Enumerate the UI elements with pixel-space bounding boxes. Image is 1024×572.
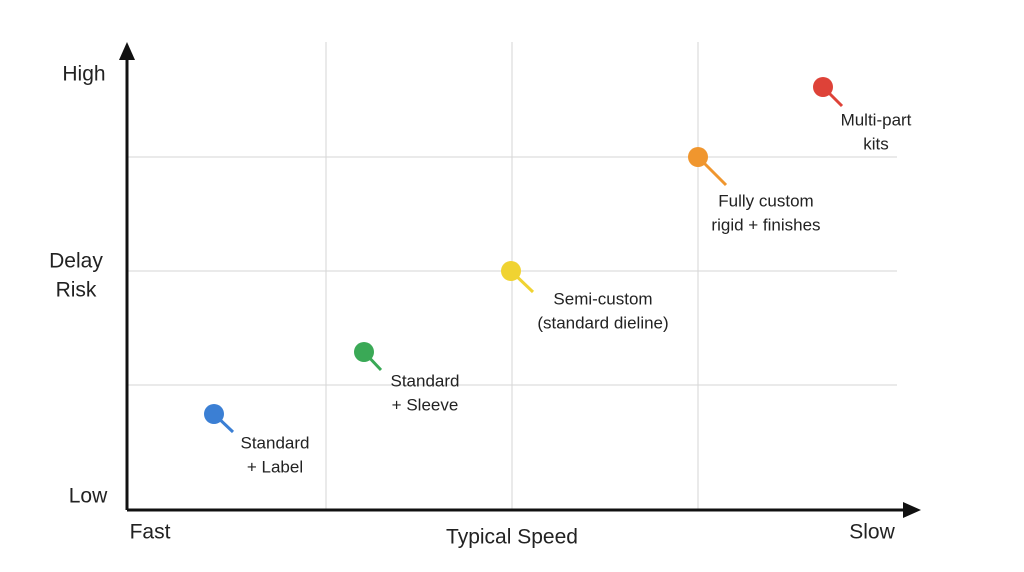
point-label: Semi-custom [553, 289, 652, 308]
y-arrow [119, 42, 135, 60]
point-label: Multi-part [841, 110, 912, 129]
x-title: Typical Speed [446, 526, 578, 549]
point [813, 77, 833, 97]
axes [119, 42, 921, 518]
point [354, 342, 374, 362]
y-low-label: Low [69, 485, 108, 508]
point-label: Standard [391, 371, 460, 390]
point-group: Standard + Label [204, 404, 310, 476]
point-label: kits [863, 134, 889, 153]
point-label: + Label [247, 457, 303, 476]
point-group: Semi-custom (standard dieline) [501, 261, 669, 332]
point-label: (standard dieline) [537, 313, 668, 332]
point-label: + Sleeve [392, 395, 459, 414]
y-title: Delay [49, 250, 103, 273]
y-title: Risk [56, 279, 97, 302]
y-high-label: High [62, 63, 105, 86]
point-group: Standard + Sleeve [354, 342, 460, 414]
point-label: Standard [241, 433, 310, 452]
point-group: Fully custom rigid + finishes [688, 147, 821, 234]
x-fast-label: Fast [130, 521, 171, 544]
point [688, 147, 708, 167]
point-label: rigid + finishes [711, 215, 820, 234]
x-arrow [903, 502, 921, 518]
point [501, 261, 521, 281]
point-group: Multi-part kits [813, 77, 912, 153]
point-label: Fully custom [718, 191, 813, 210]
point [204, 404, 224, 424]
x-slow-label: Slow [849, 521, 895, 544]
